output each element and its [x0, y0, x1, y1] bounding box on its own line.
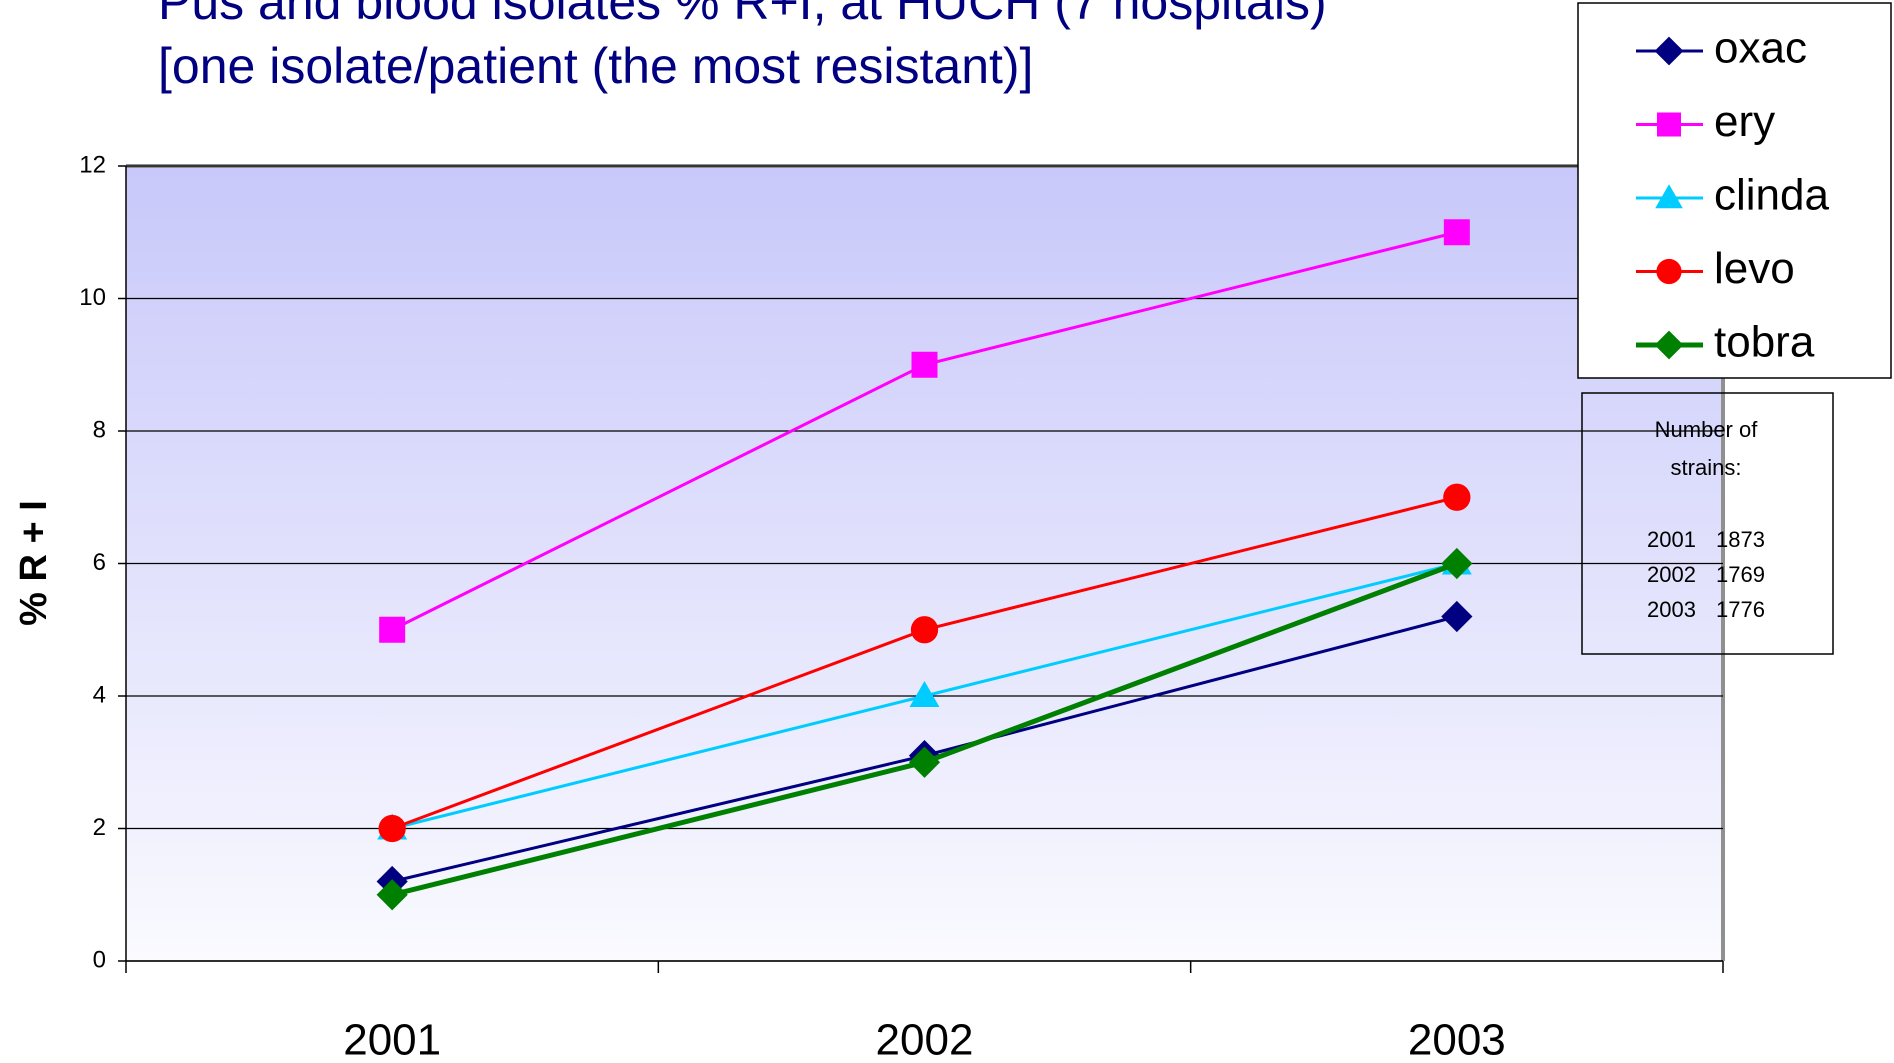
note-box: [1581, 392, 1834, 655]
data-point: [911, 351, 938, 378]
data-point: [376, 879, 408, 911]
data-point: [908, 746, 941, 778]
marker: [1654, 36, 1684, 66]
note-year: 2002: [1647, 562, 1696, 587]
chart-title: Pus and blood isolates % R+I, at HUCH (7…: [158, 0, 1327, 30]
note-count: 1873: [1716, 527, 1765, 552]
legend-label: clinda: [1714, 171, 1829, 220]
marker: [1657, 112, 1681, 137]
data-point: [378, 814, 406, 843]
legend-label: tobra: [1714, 318, 1815, 367]
data-point: [379, 616, 406, 643]
note-title: strains:: [1671, 455, 1742, 480]
data-point: [909, 681, 940, 708]
x-tick-label: 2003: [1408, 1016, 1506, 1063]
data-point: [1441, 547, 1473, 580]
y-tick-label: 10: [79, 284, 106, 311]
y-tick-label: 0: [93, 946, 106, 973]
note-count: 1769: [1716, 562, 1765, 587]
legend-label: oxac: [1714, 24, 1807, 73]
data-point: [910, 616, 939, 644]
marker: [1655, 184, 1683, 209]
note-title: Number of: [1655, 417, 1759, 442]
x-tick-label: 2002: [876, 1016, 974, 1063]
y-tick-label: 4: [93, 681, 106, 708]
marker: [1656, 258, 1682, 285]
data-point: [1443, 483, 1471, 511]
y-tick-label: 2: [93, 814, 106, 841]
y-axis-label: % R + I: [13, 500, 55, 626]
y-tick-label: 12: [79, 151, 106, 178]
note-count: 1776: [1716, 597, 1765, 622]
note-year: 2003: [1647, 597, 1696, 622]
legend-label: levo: [1714, 244, 1795, 293]
legend-label: ery: [1714, 97, 1775, 146]
y-tick-label: 6: [93, 549, 106, 576]
data-point: [1443, 219, 1470, 246]
marker: [1654, 330, 1684, 360]
legend: [1577, 2, 1892, 379]
data-point: [1441, 600, 1473, 633]
y-tick-label: 8: [93, 416, 106, 443]
x-tick-label: 2001: [343, 1016, 441, 1063]
chart-title: [one isolate/patient (the most resistant…: [158, 38, 1033, 94]
note-year: 2001: [1647, 527, 1696, 552]
